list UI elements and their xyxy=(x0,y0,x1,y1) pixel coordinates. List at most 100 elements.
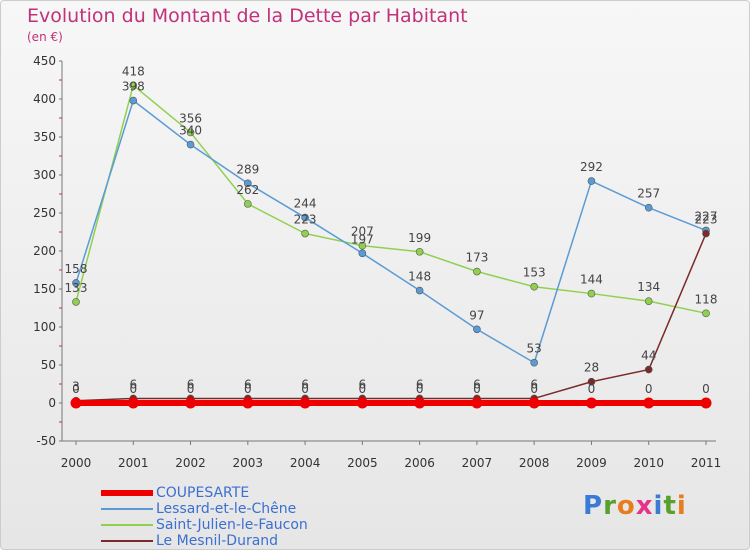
data-point xyxy=(414,397,426,409)
data-label: 6 xyxy=(301,377,309,391)
data-label: 6 xyxy=(473,377,481,391)
series-line xyxy=(75,84,707,315)
data-label: 262 xyxy=(236,183,259,197)
data-label: 292 xyxy=(580,160,603,174)
data-point xyxy=(643,397,655,409)
y-tick-label: 0 xyxy=(48,396,56,410)
data-point xyxy=(72,298,80,306)
data-label: 289 xyxy=(236,162,259,176)
data-label: 3 xyxy=(72,380,80,394)
logo-letter: o xyxy=(616,491,636,521)
y-tick-label: 150 xyxy=(33,282,56,296)
x-tick-label: 2006 xyxy=(404,456,435,470)
y-tick-label: -50 xyxy=(36,434,56,448)
data-label: 207 xyxy=(351,225,374,239)
data-label: 148 xyxy=(408,270,431,284)
data-label: 6 xyxy=(359,377,367,391)
data-label: 118 xyxy=(695,292,718,306)
data-point xyxy=(585,397,597,409)
data-label: 153 xyxy=(523,266,546,280)
legend-label: Saint-Julien-le-Faucon xyxy=(156,517,308,533)
data-point xyxy=(644,365,653,374)
data-label: 398 xyxy=(122,80,145,94)
data-point xyxy=(186,140,195,149)
data-label: 97 xyxy=(469,308,484,322)
data-label: 53 xyxy=(527,342,542,356)
data-point xyxy=(244,179,252,188)
data-point xyxy=(186,128,195,137)
y-tick-label: 50 xyxy=(41,358,56,372)
data-point xyxy=(702,309,710,318)
series-line xyxy=(75,233,707,402)
data-label: 0 xyxy=(301,382,309,396)
data-point xyxy=(70,397,82,409)
data-label: 158 xyxy=(65,262,88,276)
data-label: 6 xyxy=(187,377,195,391)
data-point xyxy=(185,397,197,409)
y-tick-label: 100 xyxy=(33,320,56,334)
proxiti-logo: Proxiti xyxy=(583,491,687,521)
logo-letter: r xyxy=(603,491,617,521)
data-point xyxy=(587,177,596,185)
legend-label: COUPESARTE xyxy=(156,485,250,501)
y-tick-label: 300 xyxy=(33,168,56,182)
data-label: 0 xyxy=(416,382,424,396)
data-point xyxy=(358,249,367,258)
x-tick-label: 2008 xyxy=(519,456,550,470)
data-label: 133 xyxy=(65,281,88,295)
data-label: 0 xyxy=(588,382,596,396)
x-tick-label: 2002 xyxy=(175,456,206,470)
data-label: 0 xyxy=(473,382,481,396)
data-label: 0 xyxy=(702,382,710,396)
data-label: 144 xyxy=(580,273,603,287)
y-tick-label: 200 xyxy=(33,244,56,258)
data-point xyxy=(644,297,653,305)
logo-letter: i xyxy=(676,491,687,521)
data-point xyxy=(473,325,481,334)
data-label: 223 xyxy=(294,213,317,227)
logo-letter: i xyxy=(653,491,664,521)
legend-label: Le Mesnil-Durand xyxy=(156,533,279,549)
data-point xyxy=(415,286,424,295)
data-point xyxy=(127,397,139,409)
data-point xyxy=(358,241,367,250)
y-tick-label: 400 xyxy=(33,92,56,106)
data-label: 199 xyxy=(408,231,431,245)
chart-title: Evolution du Montant de la Dette par Hab… xyxy=(27,5,468,27)
data-label: 257 xyxy=(637,187,660,201)
data-point xyxy=(299,397,311,409)
x-tick-label: 2001 xyxy=(118,456,149,470)
data-label: 0 xyxy=(645,382,653,396)
x-tick-label: 2000 xyxy=(61,456,92,470)
data-label: 28 xyxy=(584,361,599,375)
data-point xyxy=(530,282,538,291)
legend-swatch xyxy=(101,490,153,496)
data-point xyxy=(356,397,368,409)
x-tick-label: 2011 xyxy=(691,456,722,470)
x-tick-label: 2003 xyxy=(233,456,264,470)
data-point xyxy=(700,397,712,409)
x-tick-label: 2009 xyxy=(576,456,607,470)
data-point xyxy=(471,397,483,409)
data-point xyxy=(644,203,653,212)
series-line xyxy=(75,99,707,364)
data-point xyxy=(129,96,138,105)
data-label: 223 xyxy=(695,213,718,227)
data-label: 6 xyxy=(244,377,252,391)
data-label: 173 xyxy=(465,251,488,265)
data-label: 6 xyxy=(129,377,137,391)
data-label: 418 xyxy=(122,64,145,78)
data-label: 0 xyxy=(244,382,252,396)
data-label: 0 xyxy=(72,382,80,396)
data-label: 197 xyxy=(351,232,374,246)
legend-swatch xyxy=(101,540,153,542)
y-tick-label: 350 xyxy=(33,130,56,144)
data-point xyxy=(587,289,596,298)
x-tick-label: 2004 xyxy=(290,456,321,470)
data-label: 0 xyxy=(359,382,367,396)
data-label: 134 xyxy=(637,280,660,294)
x-tick-label: 2005 xyxy=(347,456,378,470)
data-point xyxy=(587,377,596,386)
